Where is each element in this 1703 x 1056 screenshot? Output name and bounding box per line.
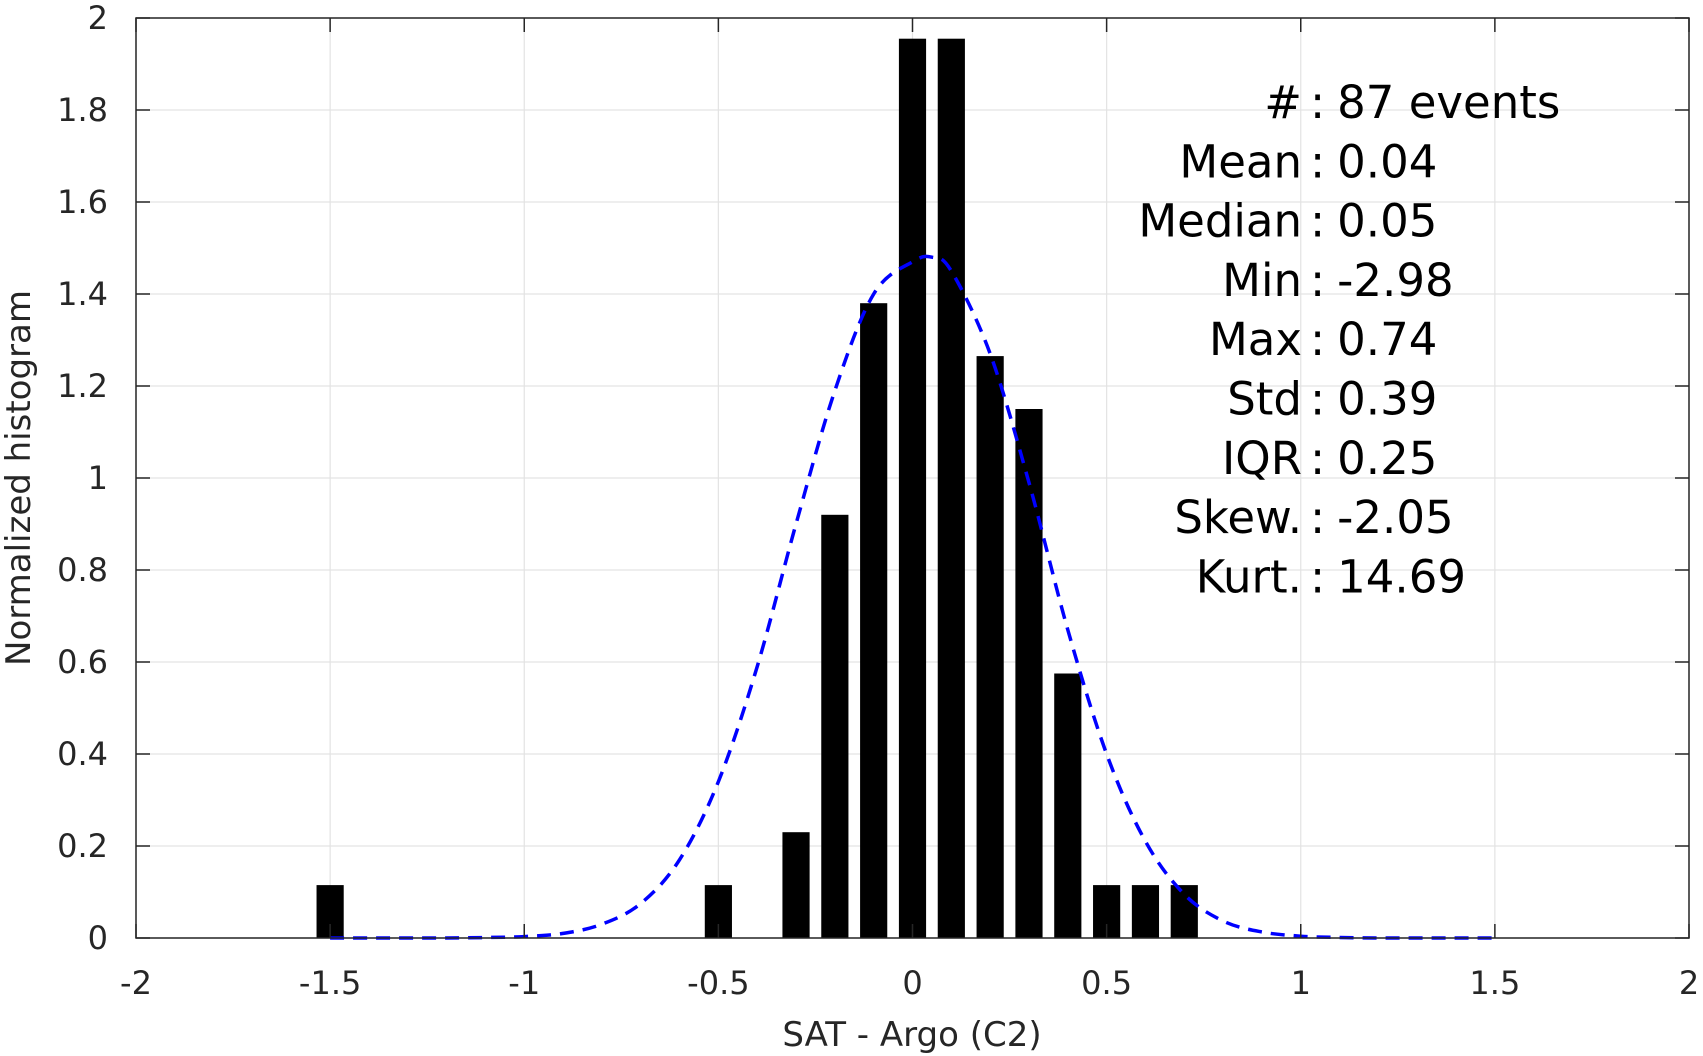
y-tick-labels: 0 0.2 0.4 0.6 0.8 1 1.2 1.4 1.6 1.8 2 [57, 0, 108, 957]
histogram-bar [821, 514, 849, 938]
stat-value: :0.39 [1310, 373, 1437, 426]
stat-separator: : [1310, 491, 1325, 544]
stat-number: -2.05 [1337, 491, 1453, 544]
stat-value: :87 events [1310, 76, 1560, 129]
stat-number: 0.05 [1337, 195, 1437, 248]
x-tick-label: -2 [120, 964, 152, 1002]
stat-number: 0.25 [1337, 432, 1437, 485]
stat-number: 14.69 [1337, 550, 1466, 603]
stat-separator: : [1310, 550, 1325, 603]
y-tick-label: 0.2 [57, 827, 108, 865]
y-tick-label: 0 [88, 919, 108, 957]
stat-label: Std [1227, 373, 1302, 426]
y-tick-label: 1 [88, 459, 108, 497]
stat-separator: : [1310, 373, 1325, 426]
stat-label: Median [1138, 195, 1302, 248]
stat-value: :0.04 [1310, 135, 1437, 188]
stat-label: Kurt. [1196, 550, 1302, 603]
stat-separator: : [1310, 135, 1325, 188]
histogram-bar [782, 832, 810, 938]
x-axis-label: SAT - Argo (C2) [782, 1015, 1041, 1055]
x-tick-label: -1.5 [299, 964, 361, 1002]
histogram-bar [1170, 885, 1198, 938]
stat-number: 87 events [1337, 76, 1560, 129]
histogram-bar [976, 356, 1004, 939]
stat-number: -2.98 [1337, 254, 1453, 307]
stat-number: 0.04 [1337, 135, 1437, 188]
x-tick-label: 0 [902, 964, 922, 1002]
histogram-bar [1054, 673, 1082, 938]
y-tick-label: 1.2 [57, 367, 108, 405]
histogram-bar [860, 303, 888, 938]
stat-number: 0.74 [1337, 313, 1437, 366]
stat-label: Skew. [1174, 491, 1302, 544]
stat-separator: : [1310, 76, 1325, 129]
fitted-curve [330, 254, 1495, 940]
stat-separator: : [1310, 195, 1325, 248]
x-tick-label: -0.5 [687, 964, 749, 1002]
stat-number: 0.39 [1337, 373, 1437, 426]
stat-label: # [1264, 76, 1302, 129]
x-tick-label: 2 [1679, 964, 1699, 1002]
histogram-bar [937, 38, 965, 938]
stat-separator: : [1310, 254, 1325, 307]
stat-value: : -2.05 [1310, 491, 1454, 544]
histogram-bar [1015, 409, 1043, 938]
y-tick-label: 0.4 [57, 735, 108, 773]
x-tick-labels: -2 -1.5 -1 -0.5 0 0.5 1 1.5 2 [120, 964, 1699, 1002]
y-tick-label: 1.6 [57, 183, 108, 221]
y-tick-label: 0.8 [57, 551, 108, 589]
y-tick-label: 2 [88, 0, 108, 37]
y-tick-label: 0.6 [57, 643, 108, 681]
x-tick-label: -1 [508, 964, 540, 1002]
stat-label: Max [1209, 313, 1302, 366]
x-tick-label: 1.5 [1469, 964, 1520, 1002]
x-tick-label: 1 [1291, 964, 1311, 1002]
histogram-bar [898, 38, 927, 938]
x-tick-label: 0.5 [1081, 964, 1132, 1002]
y-tick-label: 1.8 [57, 91, 108, 129]
y-tick-label: 1.4 [57, 275, 108, 313]
stat-value: :0.74 [1310, 313, 1437, 366]
stat-separator: : [1310, 313, 1325, 366]
stat-value: :0.05 [1310, 195, 1437, 248]
stat-value: :0.25 [1310, 432, 1437, 485]
stat-value: : -2.98 [1310, 254, 1454, 307]
axis-ticks [135, 17, 1690, 939]
histogram-bar [1131, 885, 1160, 938]
stat-label: Min [1222, 254, 1302, 307]
stat-value: :14.69 [1310, 550, 1466, 603]
stat-label: IQR [1222, 432, 1302, 485]
bar-series [316, 38, 1198, 939]
stat-label: Mean [1179, 135, 1302, 188]
y-axis-label: Normalized histogram [0, 290, 39, 666]
stat-separator: : [1310, 432, 1325, 485]
